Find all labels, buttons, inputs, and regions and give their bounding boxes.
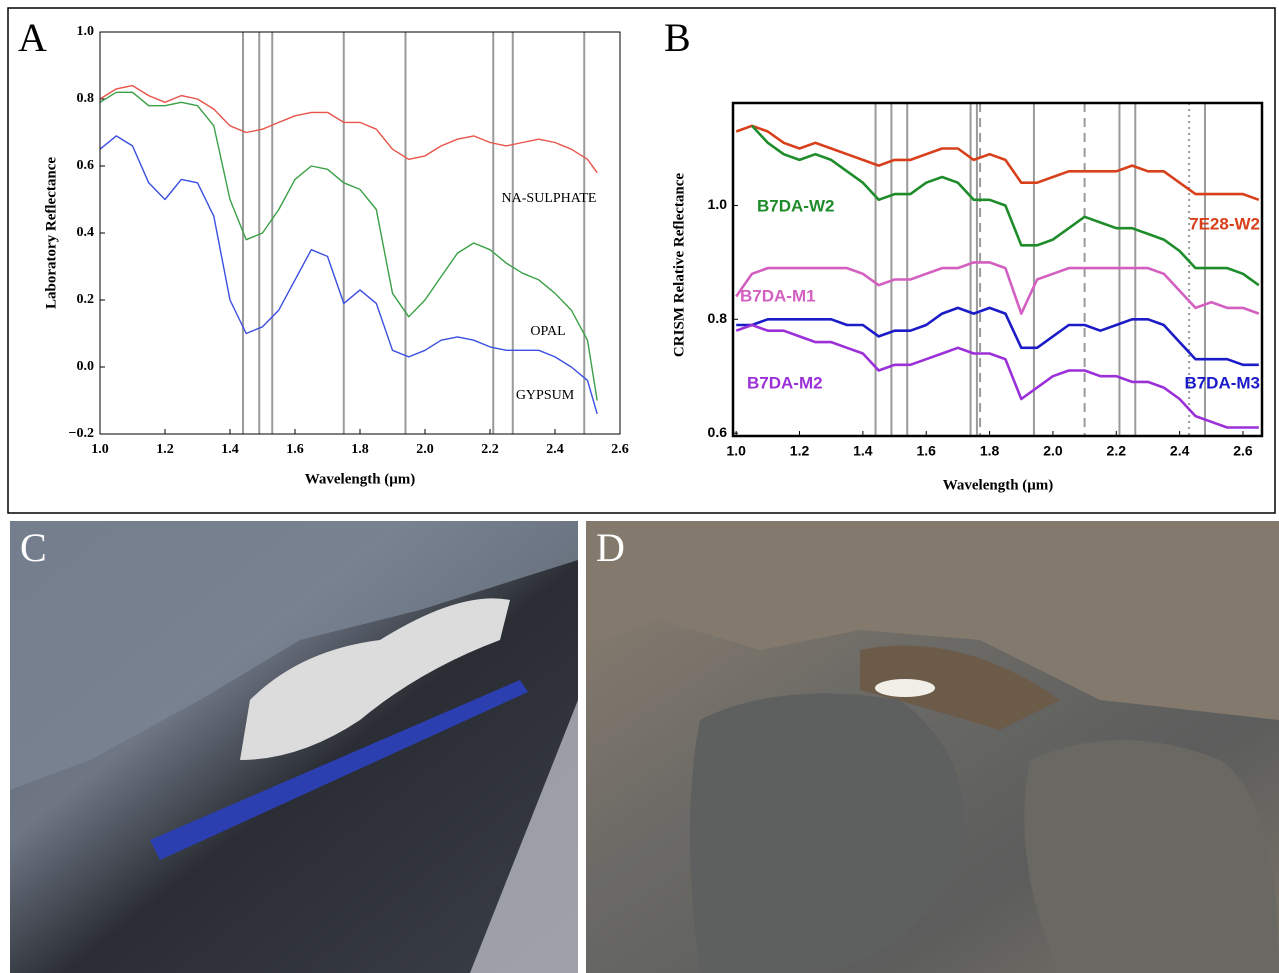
x-tick-label: 2.2: [1107, 443, 1127, 459]
y-tick-label: 0.0: [77, 359, 95, 374]
x-tick-label: 1.8: [351, 442, 369, 457]
figure: A 1.0 1.2 1.4 1.6 1.8 2.0 2.2 2.4 2.6 −0.2 0.0 0.2 0.…: [0, 0, 1279, 973]
series-label: NA-SULPHATE: [502, 191, 597, 206]
y-axis-label: Laboratory Reflectance: [43, 157, 59, 309]
x-tick-label: 1.0: [91, 442, 109, 457]
series-label: 7E28-W2: [1189, 214, 1260, 233]
x-axis-label: Wavelength (μm): [305, 471, 416, 487]
x-tick-label: 1.8: [980, 443, 1000, 459]
y-tick-label: 0.8: [77, 91, 95, 106]
page: {"chart_data": [ {"type": "line", "panel…: [0, 0, 1279, 973]
x-tick-label: 2.6: [611, 442, 629, 457]
x-tick-label: 2.6: [1233, 443, 1253, 459]
x-tick-label: 1.4: [853, 443, 873, 459]
x-tick-label: 2.0: [416, 442, 434, 457]
y-tick-label: 0.4: [77, 225, 95, 240]
x-tick-label: 2.2: [481, 442, 499, 457]
y-tick-label: 0.2: [77, 292, 95, 307]
x-tick-label: 2.4: [1170, 443, 1190, 459]
series-label: B7DA-M1: [740, 286, 816, 305]
x-axis-label: Wavelength (μm): [943, 477, 1054, 493]
series-label: B7DA-W2: [757, 196, 834, 215]
photo-label: D: [596, 525, 625, 570]
photo-mineral: [875, 679, 935, 697]
x-tick-label: 1.2: [156, 442, 174, 457]
y-tick-label: 0.8: [708, 310, 728, 326]
x-tick-label: 1.6: [286, 442, 304, 457]
y-tick-label: 0.6: [77, 158, 95, 173]
x-tick-label: 1.4: [221, 442, 239, 457]
x-tick-label: 2.4: [546, 442, 564, 457]
x-tick-label: 1.2: [790, 443, 810, 459]
y-tick-label: −0.2: [69, 426, 94, 441]
series-label: B7DA-M2: [747, 373, 823, 392]
x-tick-label: 2.0: [1043, 443, 1063, 459]
y-tick-label: 1.0: [77, 24, 95, 39]
series-label: GYPSUM: [516, 388, 575, 403]
y-tick-label: 0.6: [708, 424, 728, 440]
panel-label: B: [664, 15, 691, 60]
x-tick-label: 1.0: [726, 443, 746, 459]
x-tick-label: 1.6: [916, 443, 936, 459]
series-label: OPAL: [530, 324, 565, 339]
y-axis-label: CRISM Relative Reflectance: [671, 173, 687, 357]
photo-label: C: [20, 525, 47, 570]
series-label: B7DA-M3: [1184, 373, 1260, 392]
y-tick-label: 1.0: [708, 196, 728, 212]
panel-label: A: [18, 15, 47, 60]
